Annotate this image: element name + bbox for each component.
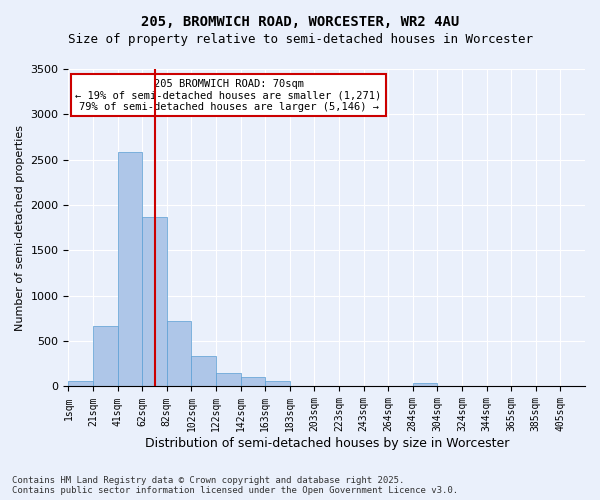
Bar	[216, 373, 241, 386]
Bar	[93, 326, 118, 386]
Text: Size of property relative to semi-detached houses in Worcester: Size of property relative to semi-detach…	[67, 32, 533, 46]
Text: 205, BROMWICH ROAD, WORCESTER, WR2 4AU: 205, BROMWICH ROAD, WORCESTER, WR2 4AU	[141, 15, 459, 29]
Bar	[142, 217, 167, 386]
Bar	[68, 381, 93, 386]
Bar	[265, 382, 290, 386]
Text: Contains HM Land Registry data © Crown copyright and database right 2025.
Contai: Contains HM Land Registry data © Crown c…	[12, 476, 458, 495]
Bar	[118, 152, 142, 386]
X-axis label: Distribution of semi-detached houses by size in Worcester: Distribution of semi-detached houses by …	[145, 437, 509, 450]
Bar	[413, 384, 437, 386]
Bar	[167, 321, 191, 386]
Bar	[191, 356, 216, 386]
Bar	[241, 378, 265, 386]
Text: 205 BROMWICH ROAD: 70sqm
← 19% of semi-detached houses are smaller (1,271)
79% o: 205 BROMWICH ROAD: 70sqm ← 19% of semi-d…	[76, 78, 382, 112]
Y-axis label: Number of semi-detached properties: Number of semi-detached properties	[15, 124, 25, 330]
